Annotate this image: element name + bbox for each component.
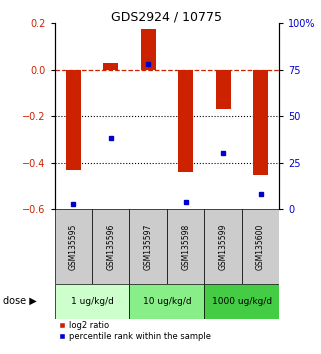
Text: 10 ug/kg/d: 10 ug/kg/d — [143, 297, 191, 306]
Bar — [92, 209, 129, 284]
Bar — [178, 69, 193, 172]
Bar — [253, 69, 268, 176]
Text: GSM135595: GSM135595 — [69, 223, 78, 270]
Bar — [66, 69, 81, 170]
Bar — [129, 284, 204, 319]
Bar — [204, 209, 242, 284]
Bar — [55, 209, 92, 284]
Bar — [103, 63, 118, 69]
Text: 1000 ug/kg/d: 1000 ug/kg/d — [212, 297, 272, 306]
Legend: log2 ratio, percentile rank within the sample: log2 ratio, percentile rank within the s… — [59, 321, 211, 341]
Text: GSM135600: GSM135600 — [256, 223, 265, 270]
Bar — [167, 209, 204, 284]
Text: GSM135599: GSM135599 — [219, 223, 228, 270]
Title: GDS2924 / 10775: GDS2924 / 10775 — [111, 10, 222, 23]
Bar — [204, 284, 279, 319]
Bar — [242, 209, 279, 284]
Bar — [129, 209, 167, 284]
Bar — [216, 69, 230, 109]
Text: GSM135598: GSM135598 — [181, 223, 190, 269]
Text: 1 ug/kg/d: 1 ug/kg/d — [71, 297, 113, 306]
Text: GSM135596: GSM135596 — [106, 223, 115, 270]
Text: dose ▶: dose ▶ — [3, 296, 37, 306]
Bar — [55, 284, 129, 319]
Text: GSM135597: GSM135597 — [144, 223, 153, 270]
Bar — [141, 29, 156, 69]
